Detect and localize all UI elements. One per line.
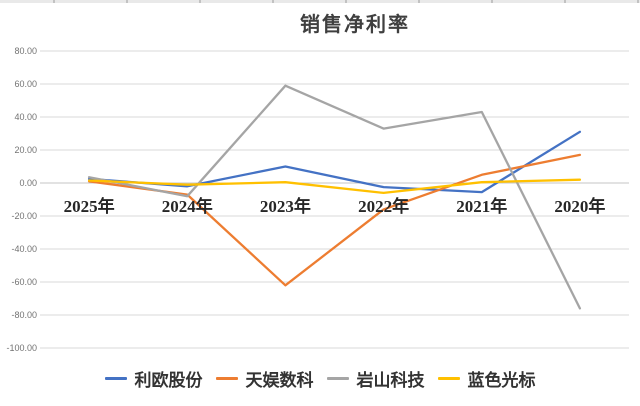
series-line-1[interactable] (87, 153, 582, 287)
legend-item-1[interactable]: 天娱数科 (215, 366, 314, 391)
cell-border-tick (199, 0, 201, 3)
x-category-label: 2022年 (358, 197, 410, 216)
cell-border-tick (272, 0, 274, 3)
legend-item-3[interactable]: 蓝色光标 (437, 366, 536, 391)
legend-line-swatch (104, 377, 127, 380)
cell-border-tick (564, 0, 566, 3)
cell-border-tick (491, 0, 493, 3)
cell-border-tick (126, 0, 128, 3)
series-line-3[interactable] (87, 178, 582, 195)
legend-label: 天娱数科 (245, 371, 314, 390)
spreadsheet-grid-edge (0, 0, 640, 3)
x-category-label: 2024年 (161, 197, 213, 216)
chart-title: 销售净利率 (300, 14, 410, 36)
y-tick-label: 20.00 (14, 145, 37, 155)
legend-label: 岩山科技 (356, 371, 425, 390)
legend-line-swatch (437, 377, 460, 380)
x-category-label: 2025年 (63, 197, 115, 216)
legend-item-2[interactable]: 岩山科技 (326, 366, 425, 391)
x-category-label: 2021年 (456, 197, 508, 216)
x-category-label: 2023年 (259, 197, 311, 216)
cell-border-tick (53, 0, 55, 3)
legend-label: 利欧股份 (134, 371, 203, 390)
series-line-2[interactable] (87, 84, 582, 310)
legend-label: 蓝色光标 (467, 371, 536, 390)
y-tick-label: -100.00 (6, 343, 37, 353)
cell-border-tick (637, 0, 639, 3)
legend: 利欧股份 天娱数科 岩山科技 蓝色光标 (0, 366, 640, 391)
legend-line-swatch (326, 377, 349, 380)
y-tick-label: -80.00 (11, 310, 37, 320)
legend-item-0[interactable]: 利欧股份 (104, 366, 203, 391)
y-tick-label: 0.00 (19, 178, 37, 188)
cell-border-tick (345, 0, 347, 3)
y-tick-label: 80.00 (14, 46, 37, 56)
y-tick-label: -20.00 (11, 211, 37, 221)
y-tick-label: -60.00 (11, 277, 37, 287)
legend-line-swatch (215, 377, 238, 380)
cell-border-tick (418, 0, 420, 3)
y-tick-label: -40.00 (11, 244, 37, 254)
y-tick-label: 40.00 (14, 112, 37, 122)
x-category-label: 2020年 (554, 197, 606, 216)
y-tick-label: 60.00 (14, 79, 37, 89)
